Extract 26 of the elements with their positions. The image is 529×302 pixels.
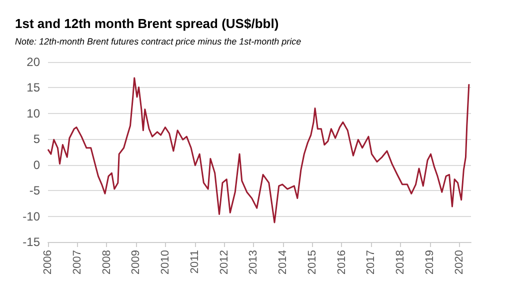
x-tick-label: 2015: [306, 250, 318, 274]
x-tick-label: 2009: [130, 250, 142, 274]
text: Note: 12th-month Brent futures contract price minus the 1st-month price: [15, 36, 302, 46]
x-tick-label: 2010: [160, 250, 172, 274]
y-tick-label: 20: [26, 55, 40, 69]
x-tick-label: 2013: [248, 250, 260, 274]
y-tick-label: 5: [33, 132, 40, 146]
x-tick-label: 2017: [365, 250, 378, 274]
y-tick-label: 0: [33, 158, 40, 172]
x-tick-label: 2012: [218, 250, 230, 274]
y-tick-label: -5: [29, 184, 40, 198]
x-tick-label: 2016: [336, 250, 348, 274]
x-tick-label: 2006: [42, 250, 54, 274]
y-tick-label: 10: [26, 106, 40, 120]
y-tick-label: 15: [26, 80, 40, 95]
x-tick-label: 2019: [424, 250, 436, 274]
y-tick-label: -10: [22, 209, 40, 224]
x-tick-label: 2011: [188, 250, 201, 274]
x-tick-label: 2020: [453, 250, 466, 274]
x-tick-label: 2007: [71, 250, 84, 274]
x-tick-label: 2008: [100, 250, 113, 274]
line-series: [47, 77, 470, 224]
x-tick-label: 2014: [277, 250, 289, 274]
y-tick-label: -15: [22, 235, 40, 249]
chart-title: 1st and 12th month Brent spread (US$/bbl): [15, 16, 279, 31]
x-tick-label: 2018: [394, 250, 406, 274]
